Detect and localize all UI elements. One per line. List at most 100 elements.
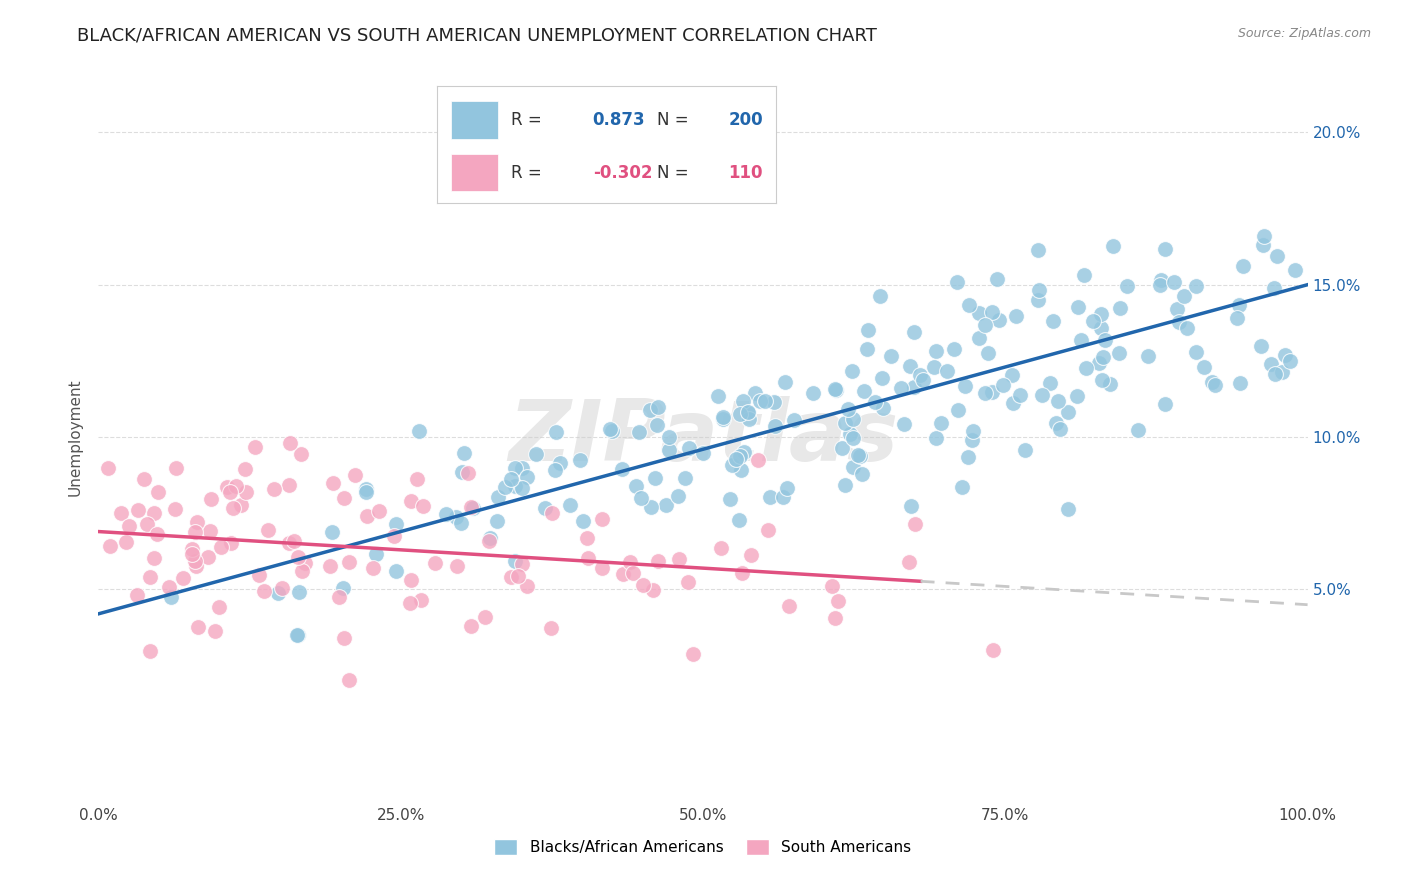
Point xyxy=(1260,357,1282,371)
Point xyxy=(678,441,700,455)
Point xyxy=(856,342,879,356)
Point xyxy=(988,313,1011,327)
Point xyxy=(872,370,894,384)
Point xyxy=(740,548,762,562)
Point xyxy=(1094,333,1116,347)
Point xyxy=(1253,238,1275,252)
Point xyxy=(658,443,681,458)
Point xyxy=(1056,502,1078,516)
Point xyxy=(253,584,276,599)
Point xyxy=(576,551,599,566)
Text: BLACK/AFRICAN AMERICAN VS SOUTH AMERICAN UNEMPLOYMENT CORRELATION CHART: BLACK/AFRICAN AMERICAN VS SOUTH AMERICAN… xyxy=(77,27,877,45)
Point xyxy=(157,580,180,594)
Point xyxy=(501,472,523,486)
Point xyxy=(897,555,920,569)
Point xyxy=(550,456,572,470)
Point xyxy=(880,349,903,363)
Point xyxy=(967,305,990,319)
Point xyxy=(1250,339,1272,353)
Point xyxy=(747,452,769,467)
Point xyxy=(434,508,457,522)
Point xyxy=(291,564,314,578)
Point xyxy=(748,394,770,409)
Point xyxy=(524,447,547,461)
Y-axis label: Unemployment: Unemployment xyxy=(67,378,83,496)
Point xyxy=(1226,310,1249,325)
Point xyxy=(640,500,662,514)
Point xyxy=(692,446,714,460)
Point xyxy=(960,434,983,448)
Point xyxy=(1136,349,1159,363)
Point xyxy=(127,588,149,602)
Point xyxy=(1028,283,1050,297)
Point xyxy=(991,377,1014,392)
Point xyxy=(271,581,294,595)
Point xyxy=(446,558,468,573)
Point xyxy=(453,446,475,460)
Point xyxy=(1229,376,1251,391)
Point xyxy=(457,467,479,481)
Point xyxy=(97,461,120,475)
Point xyxy=(139,569,162,583)
Point xyxy=(1010,388,1032,402)
Point xyxy=(503,554,526,568)
Point xyxy=(974,318,997,332)
Point xyxy=(1026,293,1049,307)
Point xyxy=(1115,279,1137,293)
Point xyxy=(285,628,308,642)
Point xyxy=(772,490,794,504)
Point xyxy=(1045,416,1067,430)
Point xyxy=(673,471,696,485)
Point xyxy=(841,364,863,378)
Point xyxy=(478,534,501,549)
Point xyxy=(898,359,921,374)
Point xyxy=(1057,404,1080,418)
Point xyxy=(1066,388,1088,402)
Point xyxy=(1201,375,1223,389)
Point xyxy=(209,540,232,554)
Point xyxy=(744,385,766,400)
Point xyxy=(1271,365,1294,379)
Point xyxy=(621,566,644,580)
Point xyxy=(821,579,844,593)
Point xyxy=(506,569,529,583)
Point xyxy=(837,401,859,416)
Point xyxy=(510,461,533,475)
Point xyxy=(287,584,309,599)
Point xyxy=(460,619,482,633)
Point xyxy=(207,600,229,615)
Point xyxy=(1091,351,1114,365)
Point xyxy=(824,611,846,625)
Point xyxy=(908,368,931,382)
Point xyxy=(1263,280,1285,294)
Point xyxy=(666,489,689,503)
Point xyxy=(973,386,995,401)
Point xyxy=(1002,395,1025,409)
Point xyxy=(724,451,747,466)
Point xyxy=(654,499,676,513)
Point xyxy=(856,323,879,337)
Point xyxy=(165,461,187,475)
Point xyxy=(1049,422,1071,436)
Point xyxy=(831,441,853,455)
Point xyxy=(730,407,752,421)
Point xyxy=(146,527,169,541)
Point xyxy=(952,480,974,494)
Point xyxy=(851,467,873,481)
Point xyxy=(981,642,1004,657)
Point xyxy=(354,485,377,500)
Point xyxy=(321,524,343,539)
Point xyxy=(479,531,502,545)
Point xyxy=(957,450,980,465)
Point xyxy=(180,547,202,561)
Point xyxy=(644,471,666,485)
Point xyxy=(1001,368,1024,382)
Point xyxy=(825,383,848,397)
Point xyxy=(181,542,204,557)
Point xyxy=(707,389,730,403)
Point xyxy=(516,579,538,593)
Point xyxy=(711,411,734,425)
Point xyxy=(1046,394,1069,409)
Point xyxy=(1014,442,1036,457)
Point xyxy=(1163,275,1185,289)
